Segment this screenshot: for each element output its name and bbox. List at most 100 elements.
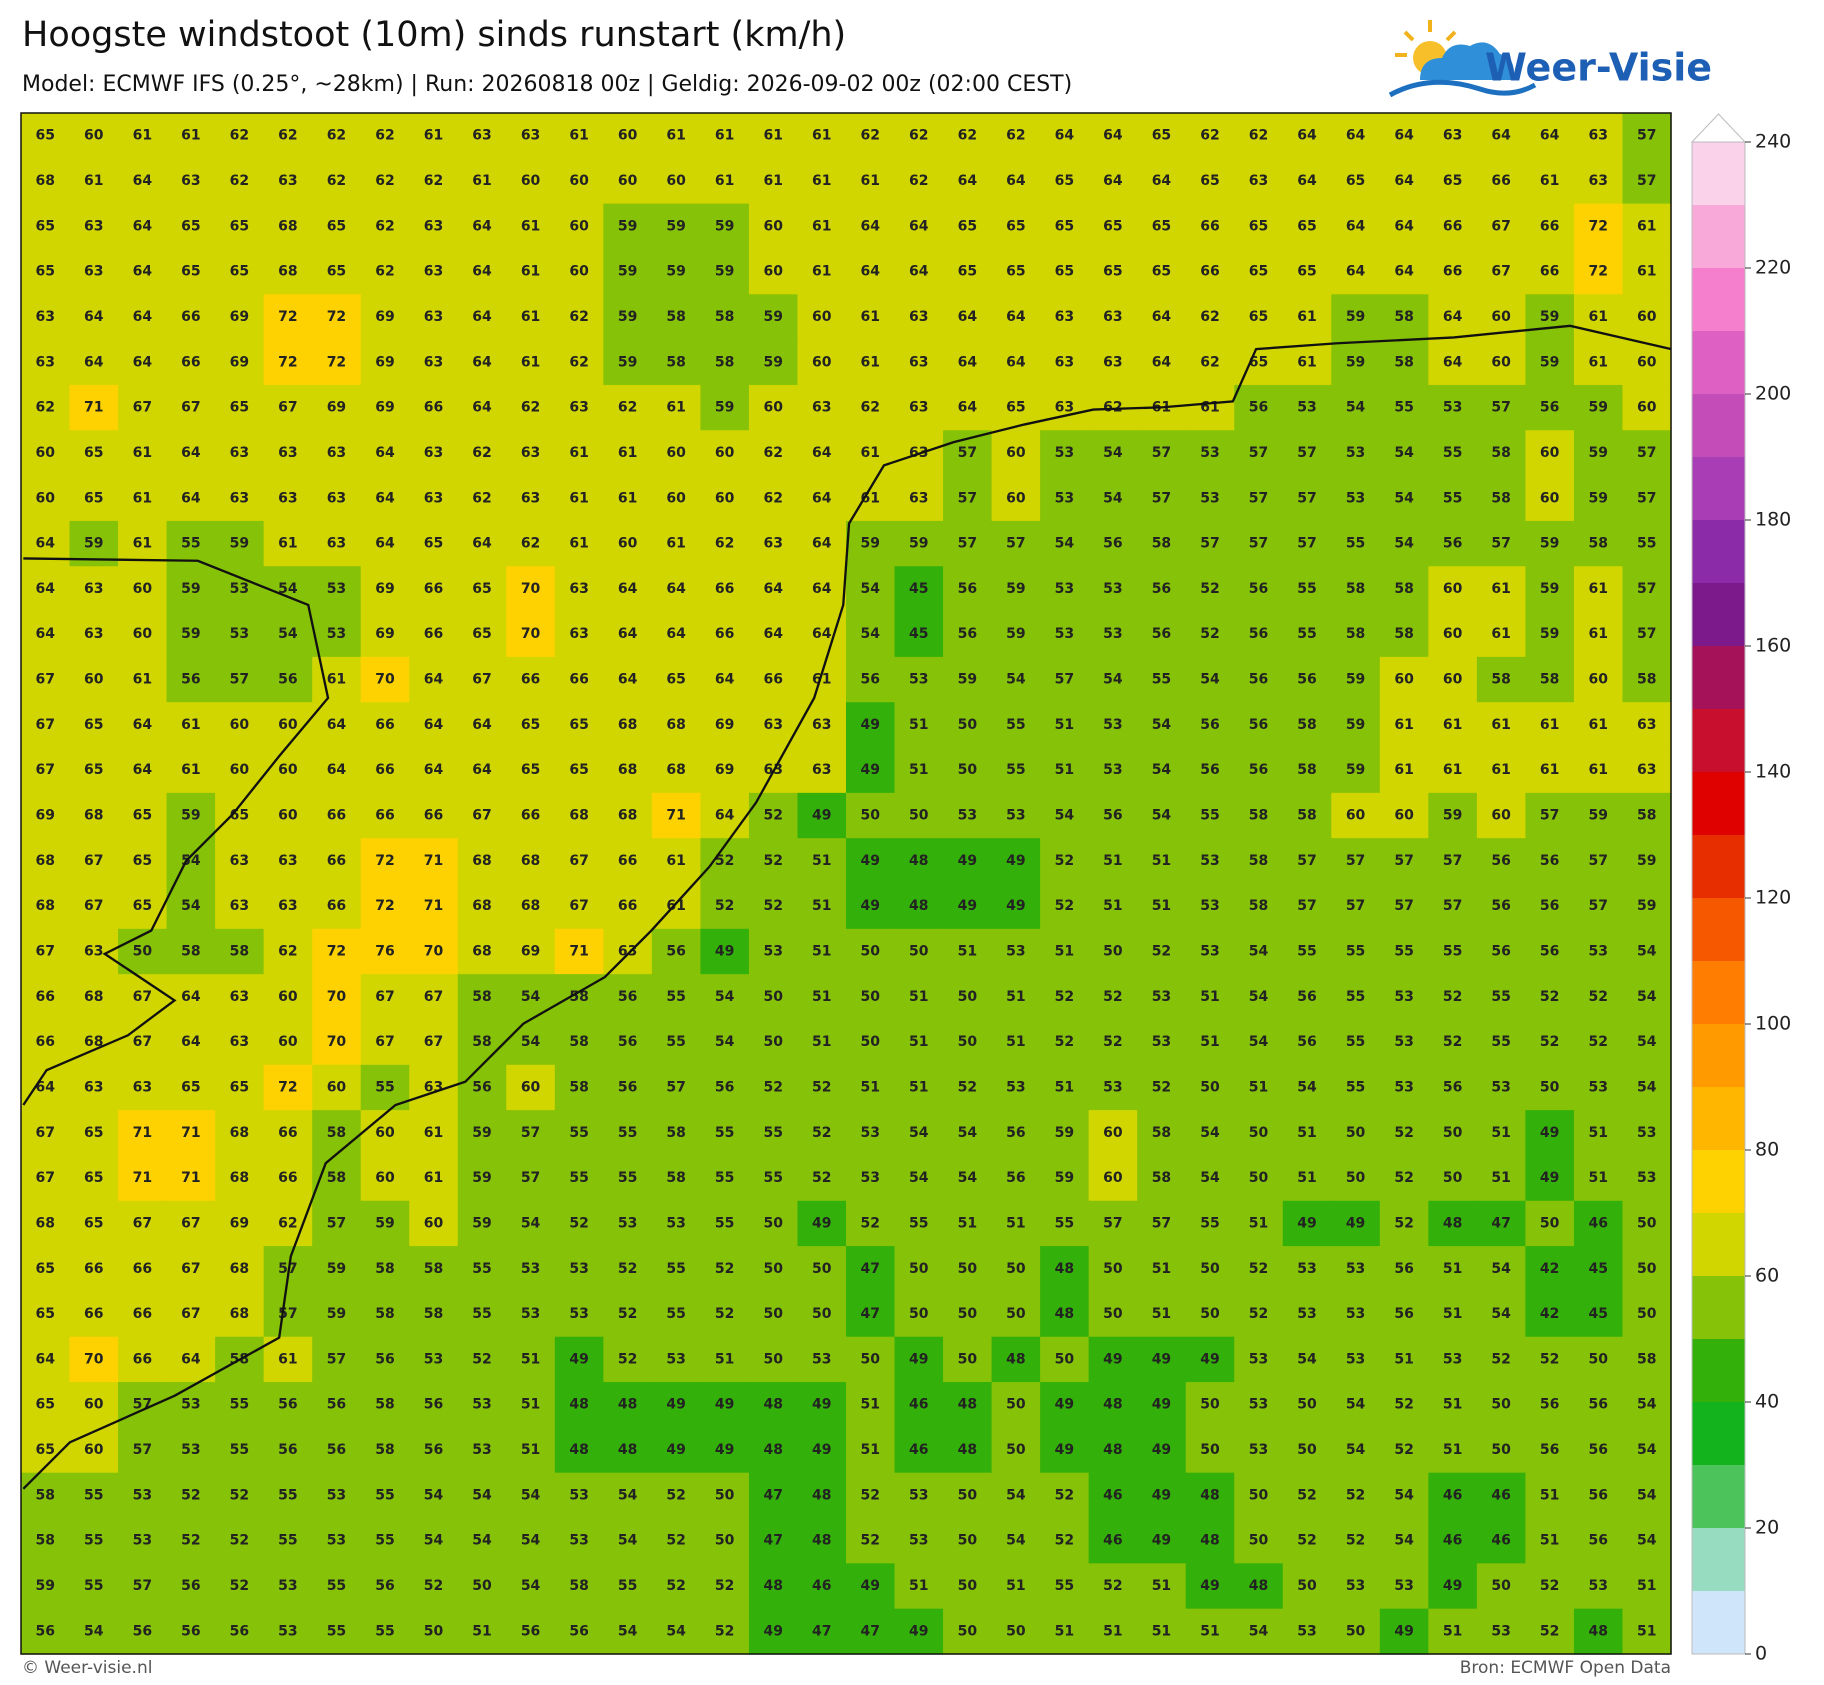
field-cell [991,294,1041,341]
field-cell [118,747,168,794]
field-cell [215,928,265,975]
cell-value: 58 [472,989,491,1005]
field-cell [748,928,799,975]
cell-value: 59 [666,264,685,280]
cell-value: 50 [715,1487,735,1503]
cell-value: 54 [1055,536,1075,552]
field-cell [1234,1110,1284,1157]
cell-value: 59 [1540,309,1559,325]
cell-value: 51 [1055,1623,1074,1639]
cell-value: 65 [1152,264,1171,280]
field-cell [118,248,168,295]
cell-value: 65 [84,445,103,461]
field-cell [846,203,896,250]
cell-value: 51 [1103,1623,1122,1639]
field-cell [603,384,653,431]
field-cell [894,384,944,431]
cell-value: 54 [861,581,881,597]
cell-value: 49 [1540,1125,1559,1141]
cell-value: 54 [1491,1306,1511,1322]
cell-value: 56 [569,1623,588,1639]
cell-value: 63 [133,1079,152,1095]
field-cell [215,1019,265,1066]
cell-value: 69 [230,1215,249,1231]
cell-value: 49 [861,853,880,869]
colorbar-tick-label: 60 [1755,1265,1779,1287]
field-cell [21,656,71,703]
field-cell [894,294,944,341]
field-cell [1379,1064,1429,1111]
cell-value: 61 [569,128,588,144]
field-cell [1525,203,1575,250]
field-cell [263,294,313,341]
cell-value: 56 [1540,853,1559,869]
cell-value: 70 [327,989,347,1005]
field-cell [1476,1110,1527,1157]
cell-value: 65 [36,218,55,234]
cell-value: 68 [36,898,55,914]
cell-value: 54 [1152,717,1172,733]
cell-value: 51 [812,853,831,869]
cell-value: 64 [618,581,638,597]
field-cell [360,792,410,839]
cell-value: 50 [861,1034,881,1050]
cell-value: 51 [521,1442,540,1458]
cell-value: 58 [666,1170,685,1186]
cell-value: 60 [1540,490,1560,506]
field-cell [1622,294,1672,341]
cell-value: 46 [1443,1533,1462,1549]
field-cell [69,566,119,613]
cell-value: 64 [1006,354,1026,370]
cell-value: 57 [1588,898,1607,914]
cell-value: 65 [84,490,103,506]
field-cell [603,747,653,794]
cell-value: 53 [1249,1397,1268,1413]
field-cell [1476,656,1527,703]
field-cell [312,1064,362,1111]
cell-value: 59 [1055,1170,1074,1186]
cell-value: 61 [1588,309,1607,325]
cell-value: 68 [84,989,103,1005]
field-cell [1331,1110,1381,1157]
field-cell [1428,248,1478,295]
cell-value: 48 [1103,1397,1122,1413]
cell-value: 66 [1540,264,1559,280]
cell-value: 52 [230,1578,249,1594]
field-cell [1525,566,1575,613]
cell-value: 58 [1249,808,1268,824]
field-cell [1234,1064,1284,1111]
field-cell [651,702,702,749]
cell-value: 65 [84,717,103,733]
field-cell [603,294,653,341]
cell-value: 61 [715,128,734,144]
field-cell [1476,702,1527,749]
cell-value: 61 [1491,762,1510,778]
cell-value: 60 [278,762,298,778]
field-cell [457,475,507,522]
field-cell [603,1064,653,1111]
cell-value: 61 [861,354,880,370]
field-cell [894,747,944,794]
field-cell [991,611,1041,658]
field-cell [1525,838,1575,885]
field-cell [1379,248,1429,295]
cell-value: 52 [1394,1215,1413,1231]
field-cell [603,1019,653,1066]
field-cell [603,430,653,477]
cell-value: 54 [424,1487,444,1503]
cell-value: 69 [715,762,734,778]
cell-value: 53 [666,1351,685,1367]
field-cell [894,656,944,703]
field-cell [360,430,410,477]
cell-value: 46 [812,1578,831,1594]
cell-value: 61 [763,128,782,144]
field-cell [554,520,604,567]
field-cell [1428,520,1478,567]
cell-value: 51 [1152,853,1171,869]
cell-value: 62 [569,354,588,370]
cell-value: 61 [1637,264,1656,280]
cell-value: 56 [715,1079,734,1095]
field-cell [1525,248,1575,295]
cell-value: 53 [1491,1079,1510,1095]
cell-value: 60 [278,1034,298,1050]
